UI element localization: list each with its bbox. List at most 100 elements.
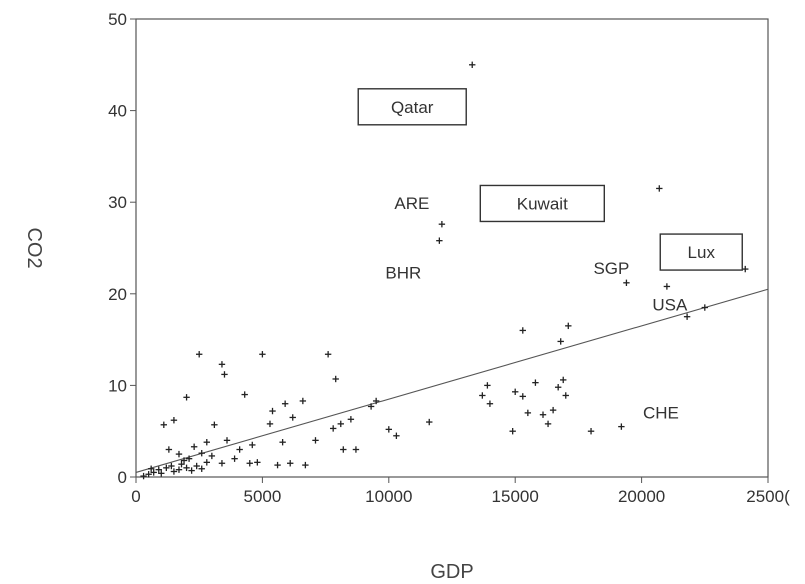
data-point: [155, 466, 162, 473]
annotation-label: Lux: [688, 243, 716, 262]
data-point: [145, 471, 152, 478]
data-point: [486, 400, 494, 407]
annotation-label: BHR: [385, 264, 421, 283]
data-point: [587, 428, 595, 435]
data-point: [484, 382, 491, 389]
data-point: [549, 406, 557, 414]
x-tick-label: 20000: [618, 487, 665, 506]
data-point: [352, 446, 360, 453]
data-point: [281, 400, 289, 407]
data-point: [479, 392, 486, 399]
data-point: [259, 351, 266, 358]
data-point: [180, 457, 188, 464]
plot-frame: [135, 18, 769, 478]
data-point: [183, 394, 190, 401]
annotation-label: CHE: [643, 404, 679, 423]
data-point: [198, 449, 205, 457]
data-point: [274, 461, 281, 469]
annotation-bhr: BHR: [385, 264, 421, 283]
annotation-label: SGP: [593, 259, 629, 278]
data-point: [436, 237, 443, 244]
data-point: [170, 468, 178, 475]
data-point: [623, 279, 630, 287]
data-point: [175, 466, 183, 473]
data-point: [554, 384, 562, 391]
data-point: [742, 265, 749, 273]
data-point: [512, 388, 519, 396]
data-point: [393, 432, 400, 439]
data-point: [196, 351, 203, 358]
data-point: [519, 327, 526, 334]
data-point: [337, 420, 344, 428]
data-point: [347, 416, 355, 423]
data-point: [168, 462, 175, 470]
data-point: [560, 376, 567, 384]
data-point: [565, 322, 572, 330]
data-point: [165, 446, 173, 453]
data-point: [269, 407, 276, 415]
data-point: [519, 393, 526, 400]
data-point: [683, 313, 691, 320]
y-tick-label: 50: [108, 10, 127, 29]
data-point: [302, 461, 309, 469]
y-tick-label: 20: [108, 285, 127, 304]
data-point: [372, 397, 380, 405]
data-point: [223, 437, 231, 444]
data-point: [656, 185, 663, 192]
data-point: [254, 459, 261, 466]
data-point: [211, 421, 218, 428]
annotation-che: CHE: [643, 404, 679, 423]
data-point: [175, 450, 183, 458]
data-point: [140, 472, 147, 480]
data-point: [532, 379, 539, 386]
data-point: [160, 421, 168, 428]
data-point: [279, 438, 286, 446]
data-point: [266, 420, 274, 428]
annotation-usa: USA: [652, 295, 688, 314]
data-point: [241, 391, 248, 398]
data-point: [236, 446, 243, 453]
data-point: [163, 464, 170, 472]
data-point: [178, 460, 185, 468]
data-point: [385, 426, 392, 433]
data-point: [557, 338, 564, 345]
annotation-box: [479, 184, 605, 223]
y-tick-label: 10: [108, 376, 127, 395]
annotation-label: Qatar: [391, 98, 434, 117]
x-tick-label: 10000: [365, 487, 412, 506]
data-point: [663, 283, 671, 290]
annotation-qatar: Qatar: [357, 88, 467, 126]
data-point: [438, 220, 446, 228]
annotation-kuwait: Kuwait: [479, 184, 605, 223]
data-point: [289, 414, 296, 421]
data-point: [221, 371, 228, 378]
data-point: [539, 411, 547, 418]
data-point: [170, 417, 178, 424]
data-point: [198, 465, 205, 472]
fit-line: [135, 288, 769, 473]
data-point: [340, 446, 347, 453]
data-point: [426, 418, 433, 426]
data-point: [218, 361, 226, 368]
data-point: [299, 397, 307, 405]
annotation-label: ARE: [394, 194, 429, 213]
data-point: [367, 403, 375, 410]
data-point: [329, 425, 337, 432]
data-point: [469, 61, 476, 68]
x-tick-label: 5000: [243, 487, 281, 506]
annotation-lux: Lux: [659, 233, 743, 271]
data-point: [193, 462, 200, 470]
data-point: [218, 460, 226, 467]
data-point: [249, 441, 256, 449]
x-tick-label: 2500(: [746, 487, 790, 506]
x-axis-title: GDP: [430, 561, 473, 583]
data-point: [208, 452, 216, 460]
x-tick-label: 15000: [492, 487, 539, 506]
data-point: [203, 438, 210, 446]
annotation-box: [357, 88, 467, 126]
y-tick-label: 0: [118, 468, 127, 487]
x-tick-label: 0: [131, 487, 140, 506]
annotation-are: ARE: [394, 194, 429, 213]
y-tick-label: 40: [108, 102, 127, 121]
